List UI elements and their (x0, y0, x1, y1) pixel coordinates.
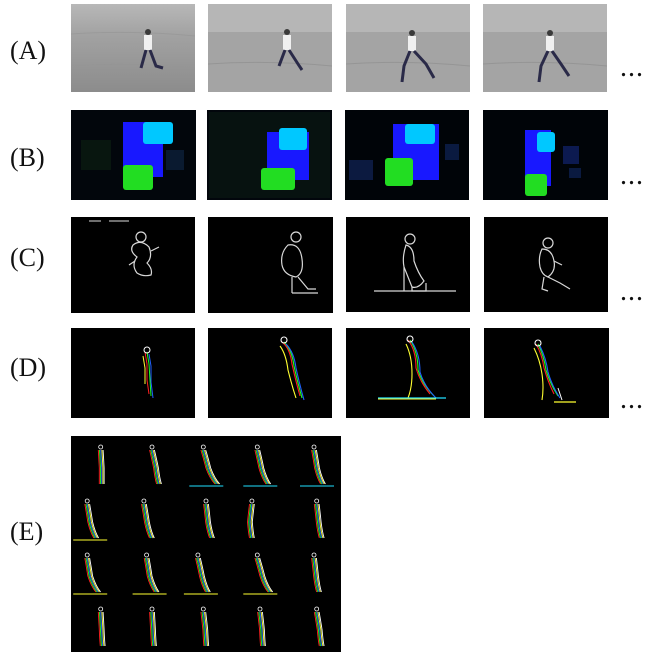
flow-map-4 (483, 110, 608, 200)
sample-cell-1-2 (149, 444, 162, 485)
sample-cell-1-1 (97, 444, 105, 484)
sample-cell-2-1 (73, 498, 108, 541)
contour-2 (208, 217, 333, 313)
sample-cell-4-3 (200, 606, 210, 647)
sample-cell-1-5 (300, 444, 334, 487)
ellipsis-c: ... (620, 276, 644, 307)
frame-a-3 (346, 4, 470, 92)
sample-grid-canvas (73, 444, 334, 647)
frame-d-2 (208, 328, 332, 418)
motion-contour-4 (484, 328, 609, 418)
contour-4 (484, 217, 608, 312)
frame-b-2 (207, 110, 332, 200)
sample-cell-2-2 (141, 498, 155, 539)
sample-cell-3-4 (243, 552, 278, 595)
frame-d-1 (71, 328, 195, 418)
frame-c-1 (71, 217, 195, 313)
sample-cell-3-2 (132, 552, 167, 595)
sample-cell-4-2 (149, 606, 157, 647)
flow-map-3 (345, 110, 469, 200)
sample-cell-2-4 (247, 498, 255, 539)
row-label-b: (B) (10, 143, 45, 172)
ellipsis-b: ... (620, 160, 644, 191)
motion-contour-1 (71, 328, 195, 418)
contour-3 (346, 217, 470, 312)
sample-cell-2-3 (203, 498, 215, 539)
runner-photo-1 (71, 4, 195, 92)
flow-map-1 (71, 110, 196, 200)
frame-c-2 (208, 217, 333, 313)
frame-a-2 (208, 4, 332, 92)
sample-cell-3-1 (73, 552, 108, 595)
sample-cell-4-5 (313, 606, 325, 647)
motion-contour-3 (346, 328, 470, 418)
sample-cell-1-3 (189, 444, 224, 487)
sample-cell-4-1 (97, 606, 106, 647)
frame-a-4 (483, 4, 607, 92)
sample-cell-2-5 (313, 498, 325, 539)
row-label-c: (C) (10, 243, 45, 272)
row-label-e: (E) (10, 517, 44, 546)
ellipsis-d: ... (620, 384, 644, 415)
frame-c-4 (484, 217, 608, 312)
frame-b-4 (483, 110, 608, 200)
sample-grid (71, 436, 341, 652)
sample-cell-3-5 (311, 552, 322, 593)
motion-contour-2 (208, 328, 332, 418)
frame-d-4 (484, 328, 609, 418)
row-label-a: (A) (10, 36, 47, 65)
runner-photo-2 (208, 4, 332, 92)
sample-cell-4-4 (257, 606, 266, 647)
sample-cell-3-3 (183, 552, 218, 595)
sample-cell-1-4 (243, 444, 278, 487)
frame-c-3 (346, 217, 470, 312)
runner-photo-4 (483, 4, 607, 92)
frame-b-1 (71, 110, 196, 200)
frame-b-3 (345, 110, 469, 200)
runner-photo-3 (346, 4, 470, 92)
frame-a-1 (71, 4, 195, 92)
frame-d-3 (346, 328, 470, 418)
contour-1 (71, 217, 195, 313)
flow-map-2 (207, 110, 332, 200)
row-label-d: (D) (10, 353, 47, 382)
ellipsis-a: ... (620, 52, 644, 83)
